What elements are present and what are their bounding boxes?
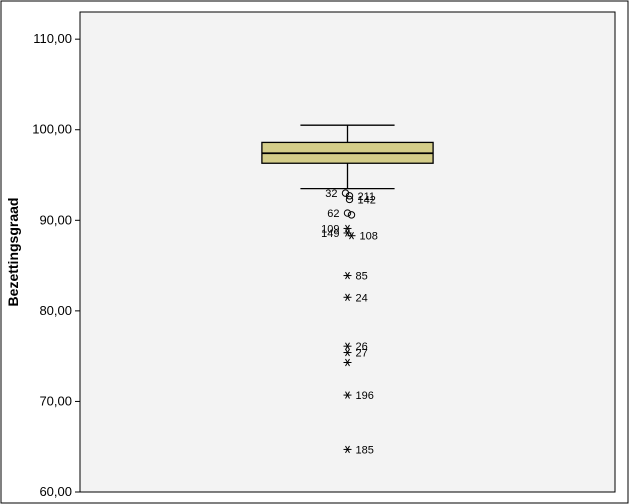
outlier-label: 24 <box>356 292 368 304</box>
y-tick-label: 100,00 <box>32 122 72 137</box>
chart-svg: 60,00 70,00 80,00 90,00 100,00 110,00 Bezettin… <box>0 0 629 504</box>
y-tick-label: 60,00 <box>39 484 72 499</box>
outlier-label: 142 <box>358 194 376 206</box>
outlier-label: 196 <box>356 390 374 402</box>
outlier-label: 185 <box>356 444 374 456</box>
y-tick-label: 90,00 <box>39 212 72 227</box>
outlier-label: 85 <box>356 271 368 283</box>
outlier-label: 108 <box>360 231 378 243</box>
y-axis-title: Bezettingsgraad <box>5 198 21 307</box>
outlier-label: 27 <box>356 348 368 360</box>
y-tick-label: 70,00 <box>39 393 72 408</box>
outlier-label: 32 <box>325 188 337 200</box>
boxplot-chart: 60,00 70,00 80,00 90,00 100,00 110,00 Bezettin… <box>0 0 629 504</box>
y-tick-label: 110,00 <box>33 31 72 46</box>
outlier-label: 149 <box>321 228 339 240</box>
outlier-label: 62 <box>327 208 339 220</box>
y-tick-label: 80,00 <box>39 303 72 318</box>
